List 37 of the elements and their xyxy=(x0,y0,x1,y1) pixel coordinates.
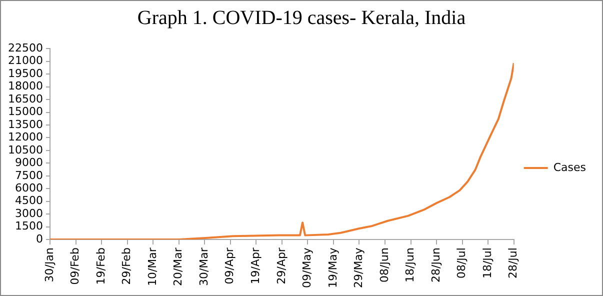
y-tick-label: 15000 xyxy=(8,105,43,118)
y-tick-label: 13500 xyxy=(8,118,43,131)
x-tick-label: 09/May xyxy=(300,247,314,288)
y-tick-label: 6000 xyxy=(14,181,43,194)
y-tick-label: 0 xyxy=(36,232,43,246)
x-tick-label: 30/Mar xyxy=(197,247,210,286)
y-tick-label: 21000 xyxy=(8,54,43,68)
x-tick-label: 20/Mar xyxy=(172,247,185,286)
y-tick-label: 3000 xyxy=(14,206,43,220)
x-tick-label: 30/Jan xyxy=(42,248,56,282)
y-tick-label: 10500 xyxy=(8,143,43,156)
x-tick-label: 09/Apr xyxy=(223,247,236,284)
x-tick-label: 10/Mar xyxy=(146,247,159,286)
legend-label: Cases xyxy=(553,160,586,174)
y-tick-label: 12000 xyxy=(8,130,43,144)
y-tick-label: 22500 xyxy=(8,41,43,54)
x-tick-label: 28/Jul xyxy=(506,248,520,279)
x-tick-label: 08/Jun xyxy=(378,248,391,282)
chart-title: Graph 1. COVID-19 cases- Kerala, India xyxy=(136,7,467,30)
x-tick-label: 28/Jun xyxy=(429,248,442,282)
y-tick-label: 1500 xyxy=(14,220,43,233)
x-tick-label: 29/Feb xyxy=(120,248,134,285)
x-tick-label: 19/Apr xyxy=(249,247,262,284)
x-tick-label: 29/May xyxy=(352,247,366,288)
x-tick-label: 08/Jul xyxy=(455,248,468,279)
x-tick-label: 19/May xyxy=(326,247,340,288)
y-tick-label: 16500 xyxy=(8,92,43,106)
x-tick-label: 09/Feb xyxy=(68,248,82,285)
x-tick-label: 19/Feb xyxy=(94,248,108,285)
x-tick-label: 18/Jul xyxy=(480,248,494,279)
x-tick-label: 18/Jun xyxy=(404,248,417,282)
y-tick-label: 18000 xyxy=(8,80,43,93)
y-tick-label: 19500 xyxy=(8,66,43,80)
x-tick-label: 29/Apr xyxy=(274,247,288,284)
y-tick-label: 7500 xyxy=(14,168,43,182)
y-tick-label: 4500 xyxy=(14,194,43,208)
y-tick-label: 9000 xyxy=(14,156,43,170)
